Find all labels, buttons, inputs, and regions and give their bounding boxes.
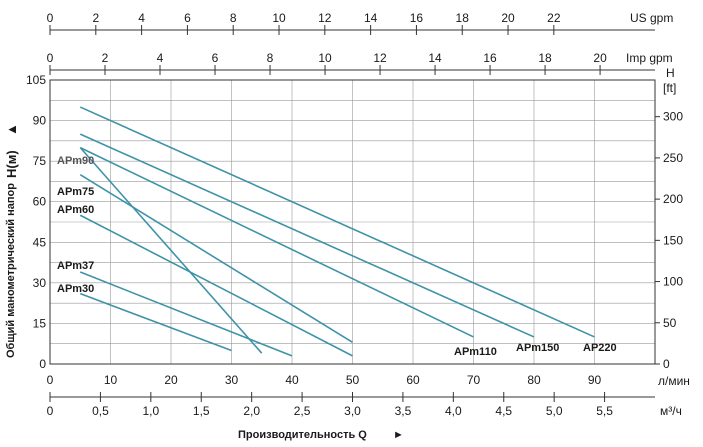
imp-gpm-tick-label: 4	[157, 51, 164, 65]
secondary-y-unit: [ft]	[663, 81, 676, 95]
us-gpm-tick-label: 14	[364, 11, 378, 25]
imp-gpm-tick-label: 14	[428, 51, 442, 65]
y2-tick-label: 250	[663, 151, 683, 165]
y-tick-label: 30	[33, 276, 47, 290]
y-axis-title: Общий манометрический напор	[5, 183, 17, 358]
us-gpm-axis-label: US gpm	[630, 11, 673, 25]
m3h-tick-label: 4,5	[495, 404, 512, 418]
us-gpm-tick-label: 22	[547, 11, 561, 25]
imp-gpm-tick-label: 12	[373, 51, 387, 65]
series-line-ap220	[79, 106, 595, 338]
series-label-apm60: APm60	[57, 204, 94, 216]
series-line-apm150	[79, 133, 535, 338]
x-tick-label: 60	[406, 373, 420, 387]
x-axis-title: Производительность Q	[238, 429, 367, 441]
y-axis-arrow: ▲	[4, 123, 19, 136]
series-label-ap220: AP220	[583, 342, 617, 354]
us-gpm-tick-label: 16	[410, 11, 424, 25]
imp-gpm-tick-label: 16	[483, 51, 497, 65]
m3h-tick-label: 5,0	[546, 404, 563, 418]
imp-gpm-tick-label: 20	[593, 51, 607, 65]
y-tick-label: 45	[33, 235, 47, 249]
x-tick-label: 0	[47, 373, 54, 387]
y2-tick-label: 100	[663, 275, 683, 289]
series-line-apm60	[79, 214, 353, 357]
imp-gpm-tick-label: 2	[102, 51, 109, 65]
us-gpm-tick-label: 4	[138, 11, 145, 25]
series-label-apm110: APm110	[454, 346, 497, 358]
us-gpm-tick-label: 10	[272, 11, 286, 25]
y2-tick-label: 0	[663, 357, 670, 371]
m3h-tick-label: 2,0	[243, 404, 260, 418]
m3h-tick-label: 1,0	[142, 404, 159, 418]
flow-unit-m3h: м³/ч	[660, 404, 682, 418]
m3h-tick-label: 0,5	[92, 404, 109, 418]
y-tick-label: 15	[33, 316, 47, 330]
y-tick-label: 75	[33, 154, 47, 168]
plot-frame	[49, 79, 656, 365]
imp-gpm-tick-label: 0	[47, 51, 54, 65]
grid	[50, 80, 655, 364]
series-label-apm75: APm75	[57, 186, 94, 198]
imp-gpm-axis-label: Imp gpm	[626, 51, 673, 65]
x-tick-label: 70	[467, 373, 481, 387]
x-tick-label: 80	[527, 373, 541, 387]
y2-tick-label: 300	[663, 110, 683, 124]
us-gpm-tick-label: 18	[456, 11, 470, 25]
us-gpm-tick-label: 0	[47, 11, 54, 25]
us-gpm-tick-label: 12	[318, 11, 332, 25]
us-gpm-tick-label: 8	[230, 11, 237, 25]
us-gpm-tick-label: 6	[184, 11, 191, 25]
series-label-apm90: APm90	[57, 155, 94, 167]
series-line-apm30	[79, 292, 232, 352]
y-tick-label: 105	[26, 73, 46, 87]
y-axis-unit: H(м)	[4, 150, 19, 178]
y-tick-label: 0	[39, 357, 46, 371]
imp-gpm-tick-label: 18	[538, 51, 552, 65]
y-axis-title-group: Общий манометрический напор	[5, 183, 17, 358]
secondary-y-unit-top: H	[666, 66, 675, 80]
x-tick-label: 40	[285, 373, 299, 387]
series-line-apm37	[79, 271, 293, 357]
y2-tick-label: 200	[663, 192, 683, 206]
us-gpm-tick-label: 2	[92, 11, 99, 25]
y-axis-unit-group: H(м) ▲	[4, 123, 19, 178]
imp-gpm-tick-label: 6	[212, 51, 219, 65]
m3h-tick-label: 3,5	[395, 404, 412, 418]
m3h-tick-label: 5,5	[596, 404, 613, 418]
series-label-apm37: APm37	[57, 260, 94, 272]
m3h-tick-label: 4,0	[445, 404, 462, 418]
series-line-apm75	[79, 173, 353, 344]
m3h-tick-label: 3,0	[344, 404, 361, 418]
m3h-tick-label: 2,5	[294, 404, 311, 418]
x-tick-label: 90	[588, 373, 602, 387]
m3h-tick-label: 0	[47, 404, 54, 418]
series-line-apm90	[79, 147, 263, 354]
y-tick-label: 90	[33, 114, 47, 128]
x-tick-label: 20	[164, 373, 178, 387]
series-lines: APm30 APm37 APm60 APm75 APm90 APm110 APm150 AP2…	[57, 106, 617, 358]
y2-tick-label: 150	[663, 233, 683, 247]
y2-tick-label: 50	[663, 316, 677, 330]
flow-unit-lmin: л/мин	[658, 374, 690, 388]
m3h-tick-label: 1,5	[193, 404, 210, 418]
x-axis-arrow: ►	[393, 429, 404, 441]
y-tick-label: 60	[33, 195, 47, 209]
imp-gpm-tick-label: 8	[267, 51, 274, 65]
us-gpm-tick-label: 20	[501, 11, 515, 25]
series-line-apm110	[79, 146, 474, 338]
series-label-apm150: APm150	[516, 342, 559, 354]
x-tick-label: 10	[104, 373, 118, 387]
imp-gpm-tick-label: 10	[318, 51, 332, 65]
x-tick-label: 30	[225, 373, 239, 387]
series-label-apm30: APm30	[57, 283, 94, 295]
x-tick-label: 50	[346, 373, 360, 387]
